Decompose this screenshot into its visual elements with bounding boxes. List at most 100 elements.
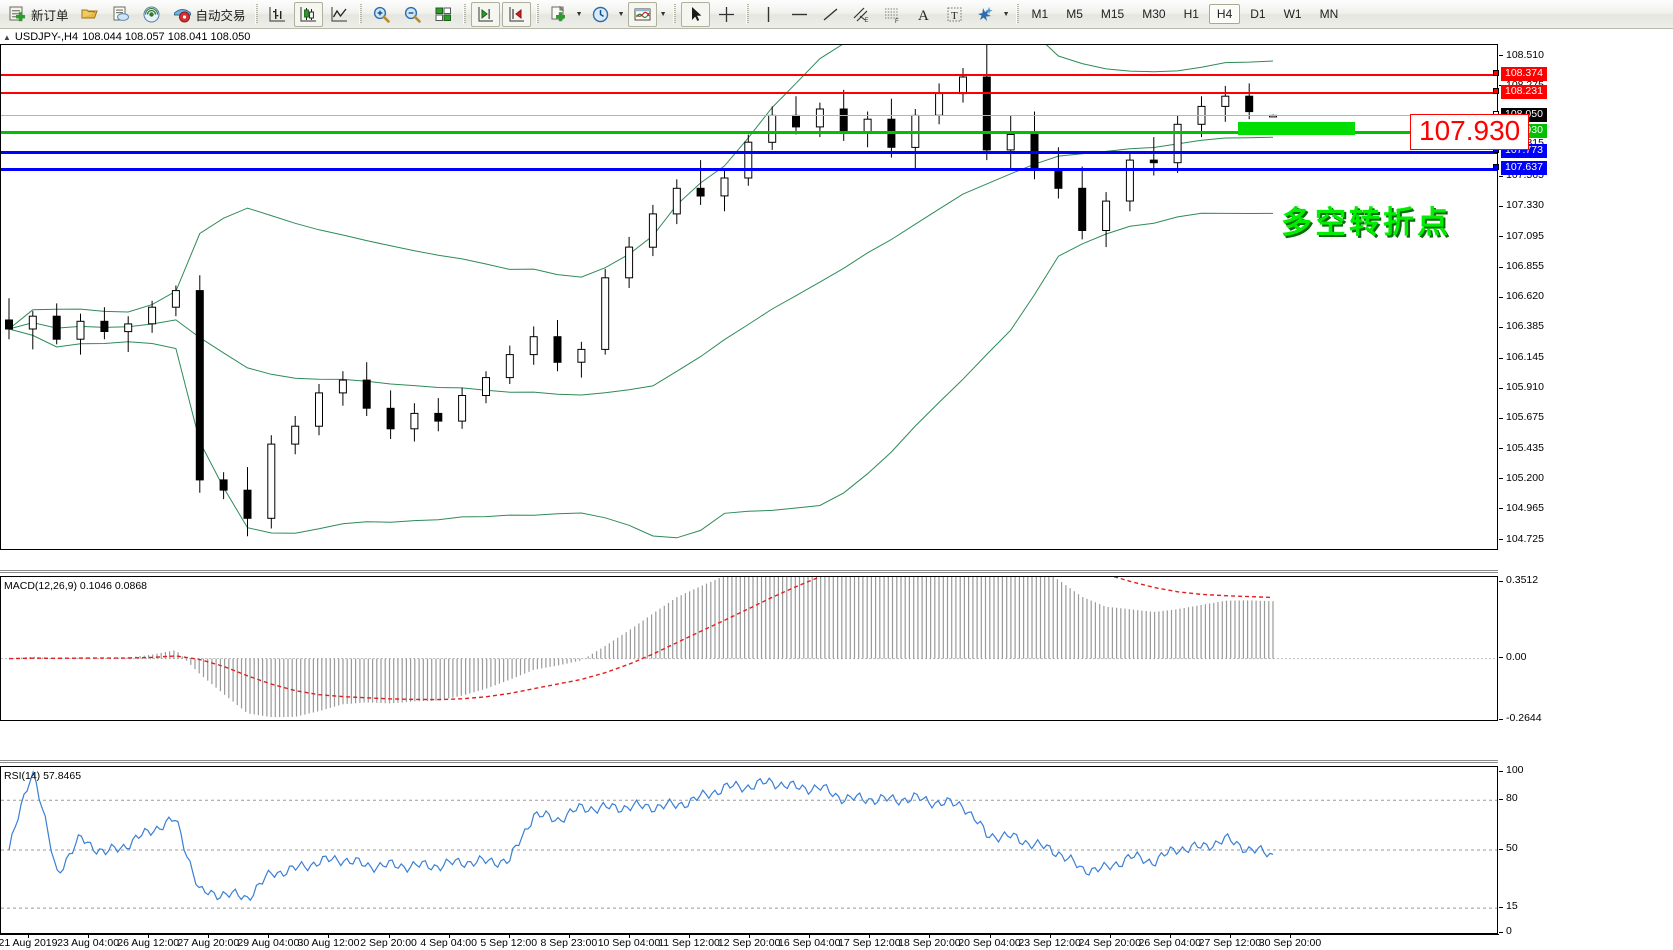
price-line-handle[interactable]	[1493, 164, 1499, 171]
equidistant-channel-button[interactable]: E	[847, 2, 876, 27]
indicators-icon	[632, 4, 653, 25]
period-button[interactable]	[586, 2, 615, 27]
time-axis[interactable]: 21 Aug 2019 23 Aug 04:00 26 Aug 12:00 27 Au…	[0, 934, 1673, 950]
bar-chart-icon	[267, 4, 288, 25]
timeframe-mn[interactable]: MN	[1319, 7, 1339, 21]
macd-axis-tick: 0.00	[1499, 651, 1526, 664]
support-line-2[interactable]	[1, 168, 1497, 172]
objects-button[interactable]	[971, 2, 1000, 27]
horizontal-line-button[interactable]	[785, 2, 814, 27]
indicators-dropdown-caret[interactable]: ▼	[659, 10, 667, 18]
time-axis-label: 2 Sep 20:00	[360, 937, 417, 949]
time-axis-label: 17 Sep 12:00	[838, 937, 901, 949]
candlestick-chart-button[interactable]	[293, 1, 323, 27]
new-order-button[interactable]: 新订单	[3, 2, 73, 27]
time-axis-label: 10 Sep 04:00	[597, 937, 661, 949]
vertical-line-button[interactable]	[754, 2, 783, 27]
text-label-button[interactable]: A	[909, 2, 938, 27]
shift-end-icon	[475, 4, 496, 25]
chart-ohlc-label: 108.044 108.057 108.041 108.050	[82, 31, 251, 43]
new-order-label: 新订单	[31, 7, 69, 23]
timeframe-w1[interactable]: W1	[1283, 7, 1302, 21]
new-chart-button[interactable]	[544, 2, 573, 27]
timeframe-h4[interactable]: H4	[1208, 4, 1241, 24]
price-chart-pane[interactable]: 多空转折点	[0, 44, 1498, 550]
zoom-in-icon	[371, 4, 392, 25]
resistance-line-1[interactable]	[1, 73, 1497, 76]
last-price-line[interactable]	[1, 115, 1497, 117]
objects-icon	[975, 4, 996, 25]
time-axis-tick	[1290, 935, 1291, 938]
macd-pane[interactable]	[0, 576, 1498, 721]
timeframe-m5[interactable]: M5	[1066, 7, 1083, 21]
time-axis-tick	[448, 935, 450, 938]
new-chart-dropdown-caret[interactable]: ▼	[575, 10, 583, 18]
time-axis-label: 16 Sep 04:00	[777, 937, 841, 949]
indicators-button[interactable]	[627, 1, 657, 27]
time-axis-tick	[28, 935, 29, 938]
price-axis-tick: 105.910	[1499, 381, 1544, 394]
price-badge[interactable]: 108.374	[1501, 66, 1547, 81]
time-axis-label: 26 Sep 04:00	[1138, 937, 1202, 949]
crosshair-button[interactable]	[712, 2, 741, 27]
text-box-icon: T	[944, 4, 965, 25]
rsi-axis[interactable]: 100 80 50 15 0	[1499, 764, 1673, 937]
resistance-line-2[interactable]	[1, 92, 1497, 95]
trendline-button[interactable]	[816, 2, 845, 27]
svg-text:A: A	[918, 8, 929, 24]
price-chart-canvas	[5, 45, 1277, 539]
zoom-out-button[interactable]	[398, 2, 427, 27]
time-axis-tick	[809, 935, 811, 938]
auto-scroll-icon	[506, 4, 527, 25]
objects-dropdown-caret[interactable]: ▼	[1002, 10, 1010, 18]
timeframe-m1[interactable]: M1	[1031, 7, 1049, 21]
collapse-triangle-icon[interactable]: ▲	[3, 32, 11, 42]
folder-button[interactable]	[75, 2, 104, 27]
toolbar-separator	[745, 4, 749, 24]
tile-windows-icon	[433, 4, 454, 25]
zoom-in-button[interactable]	[367, 2, 396, 27]
fibonacci-button[interactable]: F	[878, 2, 907, 27]
rsi-pane[interactable]	[0, 766, 1498, 934]
time-axis-tick	[208, 935, 210, 938]
price-badge[interactable]: 107.637	[1501, 161, 1547, 176]
time-axis-label: 11 Sep 12:00	[658, 937, 720, 949]
price-line-handle[interactable]	[1493, 88, 1499, 95]
timeframe-m15[interactable]: M15	[1100, 7, 1125, 21]
macd-axis[interactable]: 0.3512 0.00 -0.2644	[1499, 574, 1673, 724]
price-axis-tick: 107.330	[1499, 199, 1544, 212]
price-line-handle[interactable]	[1493, 69, 1499, 76]
axis-corner	[1499, 934, 1673, 950]
line-chart-button[interactable]	[325, 2, 354, 27]
cursor-button[interactable]	[680, 1, 710, 27]
timeframe-d1[interactable]: D1	[1250, 7, 1266, 21]
pivot-line[interactable]	[1, 130, 1497, 134]
bar-chart-button[interactable]	[263, 2, 292, 27]
pane-divider-1[interactable]	[0, 570, 1498, 573]
time-axis-tick	[989, 935, 991, 938]
support-line-1[interactable]	[1, 150, 1497, 154]
autotrading-button[interactable]: 自动交易	[168, 2, 250, 27]
rsi-axis-tick: 15	[1499, 900, 1518, 913]
toolbar-separator	[254, 4, 258, 24]
timeframe-m30[interactable]: M30	[1142, 7, 1166, 21]
highlight-zone-rectangle[interactable]	[1238, 121, 1355, 135]
period-dropdown-caret[interactable]: ▼	[617, 10, 625, 18]
time-axis-tick	[568, 935, 570, 938]
profiles-icon	[110, 4, 131, 25]
auto-scroll-button[interactable]	[501, 1, 531, 27]
toolbar-separator	[358, 4, 362, 24]
autotrading-label: 自动交易	[195, 7, 246, 23]
price-badge[interactable]: 108.231	[1501, 85, 1547, 100]
macd-axis-tick: 0.3512	[1499, 574, 1538, 587]
shift-end-button[interactable]	[470, 1, 500, 27]
tile-windows-button[interactable]	[429, 2, 458, 27]
profiles-button[interactable]	[106, 2, 135, 27]
rsi-axis-tick: 100	[1499, 764, 1524, 777]
pane-divider-2[interactable]	[0, 760, 1498, 763]
timeframe-h1[interactable]: H1	[1183, 7, 1199, 21]
price-axis-tick: 105.435	[1499, 442, 1544, 455]
price-axis-tick: 107.095	[1499, 230, 1544, 243]
signals-button[interactable]	[137, 2, 166, 27]
text-box-button[interactable]: T	[940, 2, 969, 27]
